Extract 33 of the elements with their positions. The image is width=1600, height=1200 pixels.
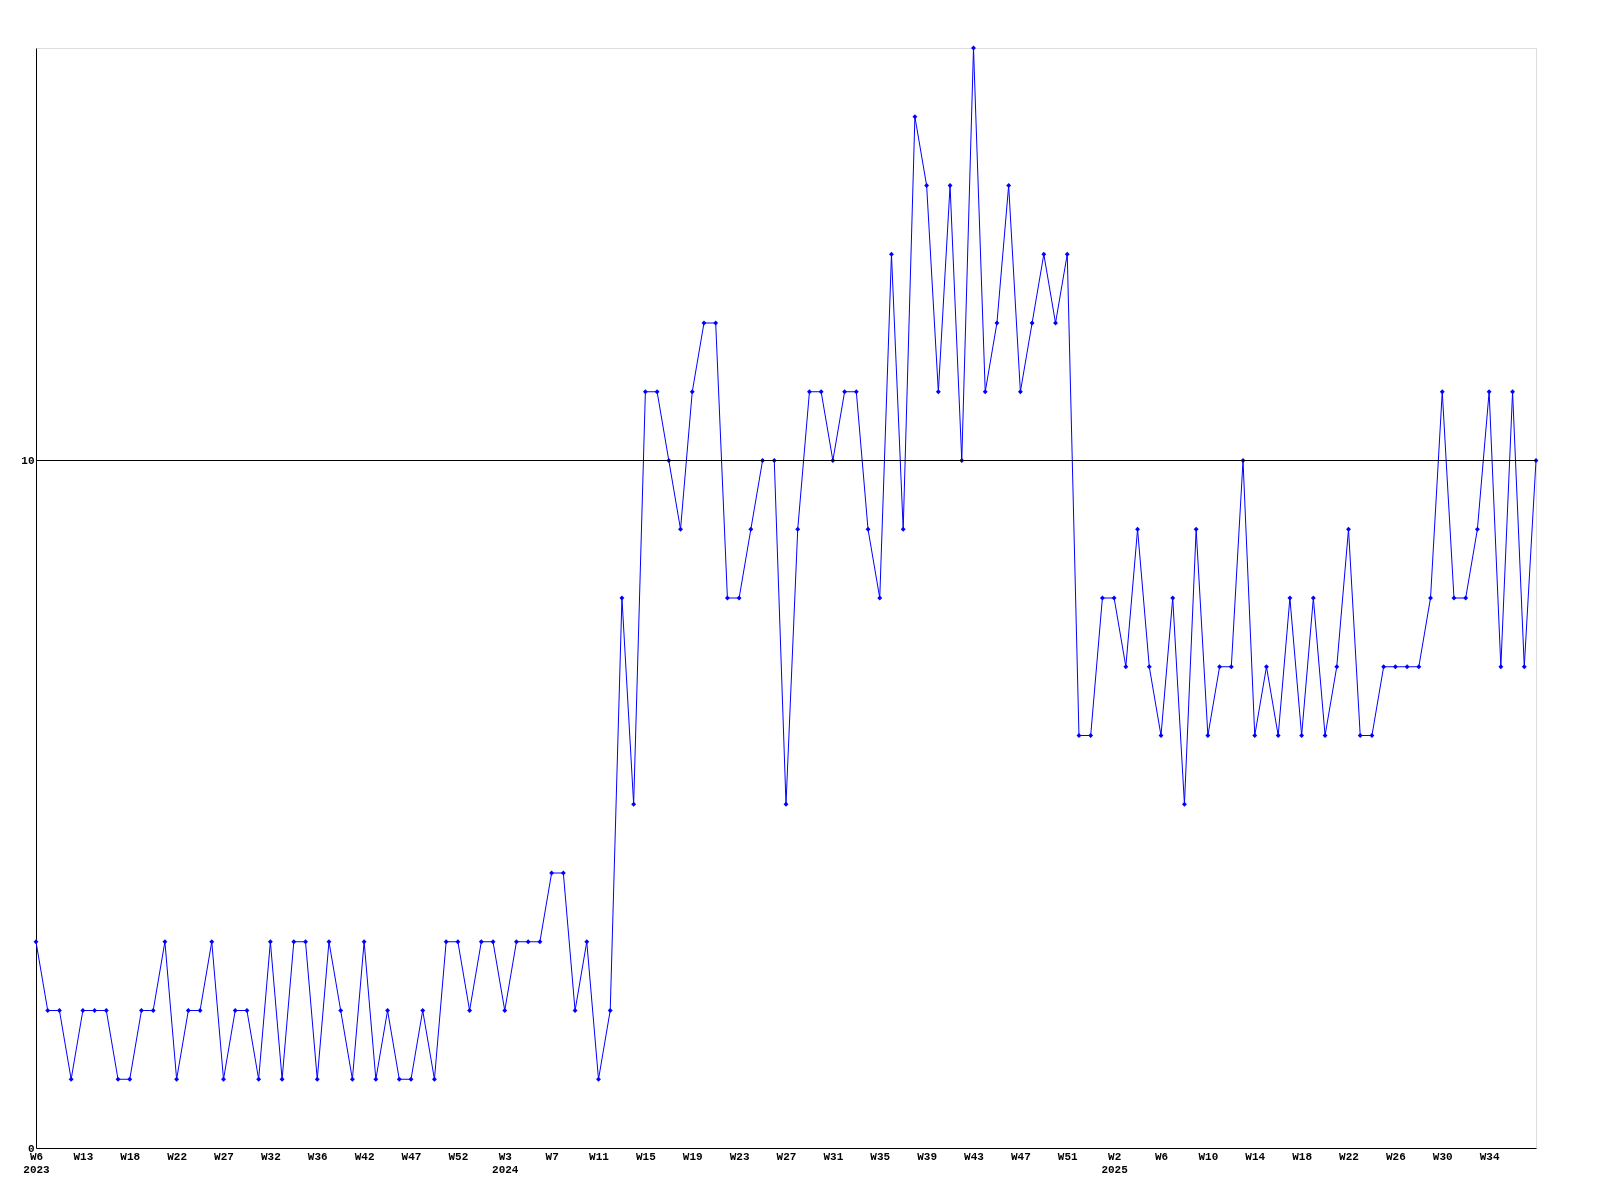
x-tick-label: W47 bbox=[1010, 1150, 1031, 1163]
x-tick-label: W47 bbox=[401, 1150, 422, 1163]
x-tick-label: W51 bbox=[1057, 1150, 1079, 1163]
x-tick-label: W13 bbox=[73, 1150, 94, 1163]
x-tick-label: W6 bbox=[1154, 1150, 1169, 1163]
x-tick-label: W23 bbox=[729, 1150, 750, 1163]
x-tick-label: W22 bbox=[167, 1150, 188, 1163]
x-tick-label: W26 bbox=[1385, 1150, 1406, 1163]
x-tick-label: W42 bbox=[354, 1150, 375, 1163]
x-tick-label: W18 bbox=[120, 1150, 141, 1163]
x-tick-label: W27 bbox=[214, 1150, 234, 1163]
x-tick-label: W2 2025 bbox=[1101, 1150, 1129, 1176]
x-tick-label: W7 bbox=[545, 1150, 559, 1163]
x-tick-label: W31 bbox=[823, 1150, 844, 1163]
x-tick-label: W27 bbox=[776, 1150, 797, 1163]
x-tick-label: W35 bbox=[870, 1150, 891, 1163]
x-tick-label: W18 bbox=[1292, 1150, 1313, 1163]
x-tick-label: W34 bbox=[1479, 1150, 1500, 1163]
x-tick-label: W10 bbox=[1198, 1150, 1219, 1163]
x-tick-label: W6 2023 bbox=[23, 1150, 51, 1176]
x-tick-label: W11 bbox=[589, 1150, 610, 1163]
x-tick-label: W36 bbox=[307, 1150, 328, 1163]
x-tick-label: W32 bbox=[260, 1150, 281, 1163]
x-tick-label: W22 bbox=[1339, 1150, 1359, 1163]
x-tick-label: W52 bbox=[448, 1150, 469, 1163]
x-tick-label: W39 bbox=[917, 1150, 938, 1163]
x-tick-label: W14 bbox=[1245, 1150, 1266, 1163]
x-tick-label: W30 bbox=[1432, 1150, 1453, 1163]
x-tick-label: W19 bbox=[682, 1150, 703, 1163]
y-tick-label: 10 bbox=[21, 455, 35, 467]
x-tick-label: W3 2024 bbox=[492, 1150, 519, 1176]
x-tick-label: W43 bbox=[964, 1150, 985, 1163]
x-tick-label: W15 bbox=[635, 1150, 657, 1163]
